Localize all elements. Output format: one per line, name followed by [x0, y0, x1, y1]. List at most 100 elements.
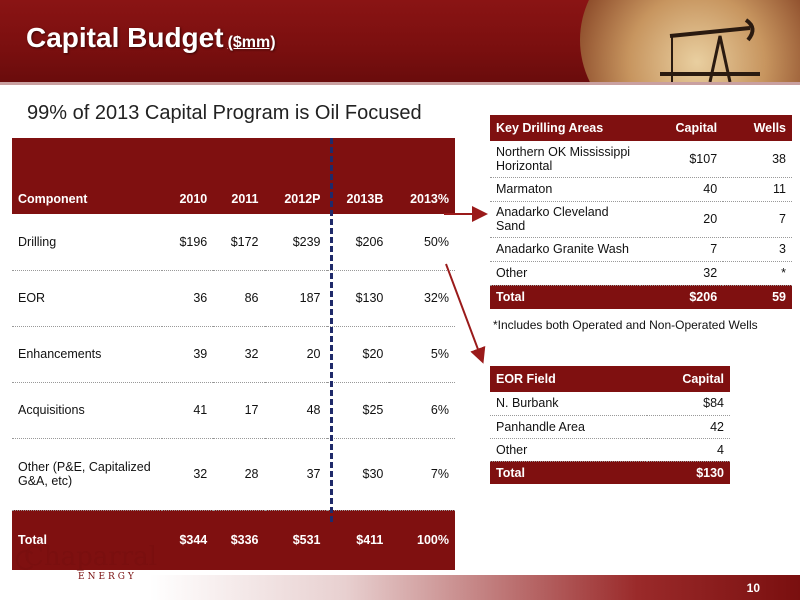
cell: Northern OK Mississippi Horizontal — [490, 141, 640, 178]
table-row: N. Burbank $84 — [490, 392, 730, 416]
table-row: Northern OK Mississippi Horizontal $107 … — [490, 141, 792, 178]
table-row: Anadarko Cleveland Sand 20 7 — [490, 201, 792, 238]
table-row: Other 32 * — [490, 261, 792, 286]
col-header: Component — [12, 138, 162, 214]
logo-tag: ENERGY — [78, 572, 137, 582]
cell: 50% — [389, 214, 455, 271]
cell: EOR — [12, 270, 162, 327]
cell: 48 — [264, 382, 327, 439]
cell: Acquisitions — [12, 382, 162, 439]
cell: $20 — [326, 326, 390, 383]
cell: $239 — [264, 214, 327, 271]
cell: 37 — [264, 438, 327, 511]
table-row: Panhandle Area 42 — [490, 415, 730, 439]
cell: Marmaton — [490, 177, 640, 202]
cell: Other — [490, 438, 647, 462]
cell: Other — [490, 261, 640, 286]
cell: Drilling — [12, 214, 162, 271]
cell: 4 — [646, 438, 730, 462]
cell: $130 — [646, 461, 730, 484]
table-row: Drilling $196 $172 $239 $206 50% — [12, 214, 455, 271]
cell: N. Burbank — [490, 392, 647, 416]
cell: 39 — [162, 326, 214, 383]
cell: 41 — [162, 382, 214, 439]
drilling-areas-table: Key Drilling Areas Capital Wells Norther… — [490, 115, 792, 309]
cell: $196 — [162, 214, 214, 271]
cell: 59 — [723, 285, 792, 309]
header-band: Capital Budget ($mm) — [0, 0, 800, 82]
cell: $130 — [326, 270, 390, 327]
col-header: 2013B — [326, 138, 390, 214]
cell: 5% — [389, 326, 455, 383]
cell: $206 — [640, 285, 724, 309]
table-row: Other (P&E, Capitalized G&A, etc) 32 28 … — [12, 438, 455, 511]
cell: 11 — [723, 177, 792, 202]
cell: $411 — [326, 510, 390, 570]
header-rule — [0, 82, 800, 85]
cell: $531 — [264, 510, 327, 570]
cell: * — [723, 261, 792, 286]
cell: 32% — [389, 270, 455, 327]
table-row: Anadarko Granite Wash 7 3 — [490, 237, 792, 262]
wells-footnote: *Includes both Operated and Non-Operated… — [493, 318, 758, 332]
cell: $344 — [162, 510, 214, 570]
logo-name: Chaparral — [24, 542, 157, 572]
drilling-header-row: Key Drilling Areas Capital Wells — [490, 115, 792, 141]
cell: Panhandle Area — [490, 415, 647, 439]
cell: 20 — [640, 201, 724, 238]
cell: 32 — [640, 261, 724, 286]
cell: Anadarko Granite Wash — [490, 237, 640, 262]
cell: $84 — [646, 392, 730, 416]
footer-bar — [150, 575, 800, 600]
title-text: Capital Budget — [26, 22, 224, 53]
table-row: EOR 36 86 187 $130 32% — [12, 270, 455, 327]
budget-divider — [330, 138, 333, 522]
cell: 7% — [389, 438, 455, 511]
oil-pump-icon — [660, 18, 760, 82]
cell: $30 — [326, 438, 390, 511]
cell: 20 — [264, 326, 327, 383]
total-row: Total $344 $336 $531 $411 100% — [12, 510, 455, 570]
subtitle: 99% of 2013 Capital Program is Oil Focus… — [27, 102, 422, 124]
cell: Total — [490, 461, 647, 484]
cell: 42 — [646, 415, 730, 439]
logo-swirl-icon — [16, 550, 36, 570]
cell: 86 — [213, 270, 265, 327]
cell: 187 — [264, 270, 327, 327]
col-header: Wells — [723, 115, 792, 141]
cell: 38 — [723, 141, 792, 178]
col-header: Capital — [640, 115, 724, 141]
col-header: 2013% — [389, 138, 455, 214]
col-header: EOR Field — [490, 366, 647, 392]
cell: 7 — [640, 237, 724, 262]
cell: Total — [490, 285, 640, 309]
table-row: Other 4 — [490, 438, 730, 462]
components-header-row: Component 2010 2011 2012P 2013B 2013% — [12, 138, 455, 214]
cell: $206 — [326, 214, 390, 271]
cell: Anadarko Cleveland Sand — [490, 201, 640, 238]
cell: 32 — [162, 438, 214, 511]
cell: 100% — [389, 510, 455, 570]
cell: 7 — [723, 201, 792, 238]
table-row: Marmaton 40 11 — [490, 177, 792, 202]
total-row: Total $206 59 — [490, 285, 792, 309]
company-logo: Chaparral ENERGY — [16, 542, 166, 582]
arrow-icons — [444, 206, 488, 364]
cell: Enhancements — [12, 326, 162, 383]
cell: $107 — [640, 141, 724, 178]
page-number: 10 — [746, 581, 760, 595]
cell: 3 — [723, 237, 792, 262]
cell: 17 — [213, 382, 265, 439]
table-row: Enhancements 39 32 20 $20 5% — [12, 326, 455, 383]
cell: Other (P&E, Capitalized G&A, etc) — [12, 438, 162, 511]
col-header: 2012P — [264, 138, 327, 214]
cell: $25 — [326, 382, 390, 439]
cell: 36 — [162, 270, 214, 327]
title-unit: ($mm) — [227, 34, 276, 51]
cell: 28 — [213, 438, 265, 511]
cell: 6% — [389, 382, 455, 439]
col-header: 2011 — [213, 138, 265, 214]
cell: 40 — [640, 177, 724, 202]
cell: $336 — [213, 510, 265, 570]
eor-header-row: EOR Field Capital — [490, 366, 730, 392]
